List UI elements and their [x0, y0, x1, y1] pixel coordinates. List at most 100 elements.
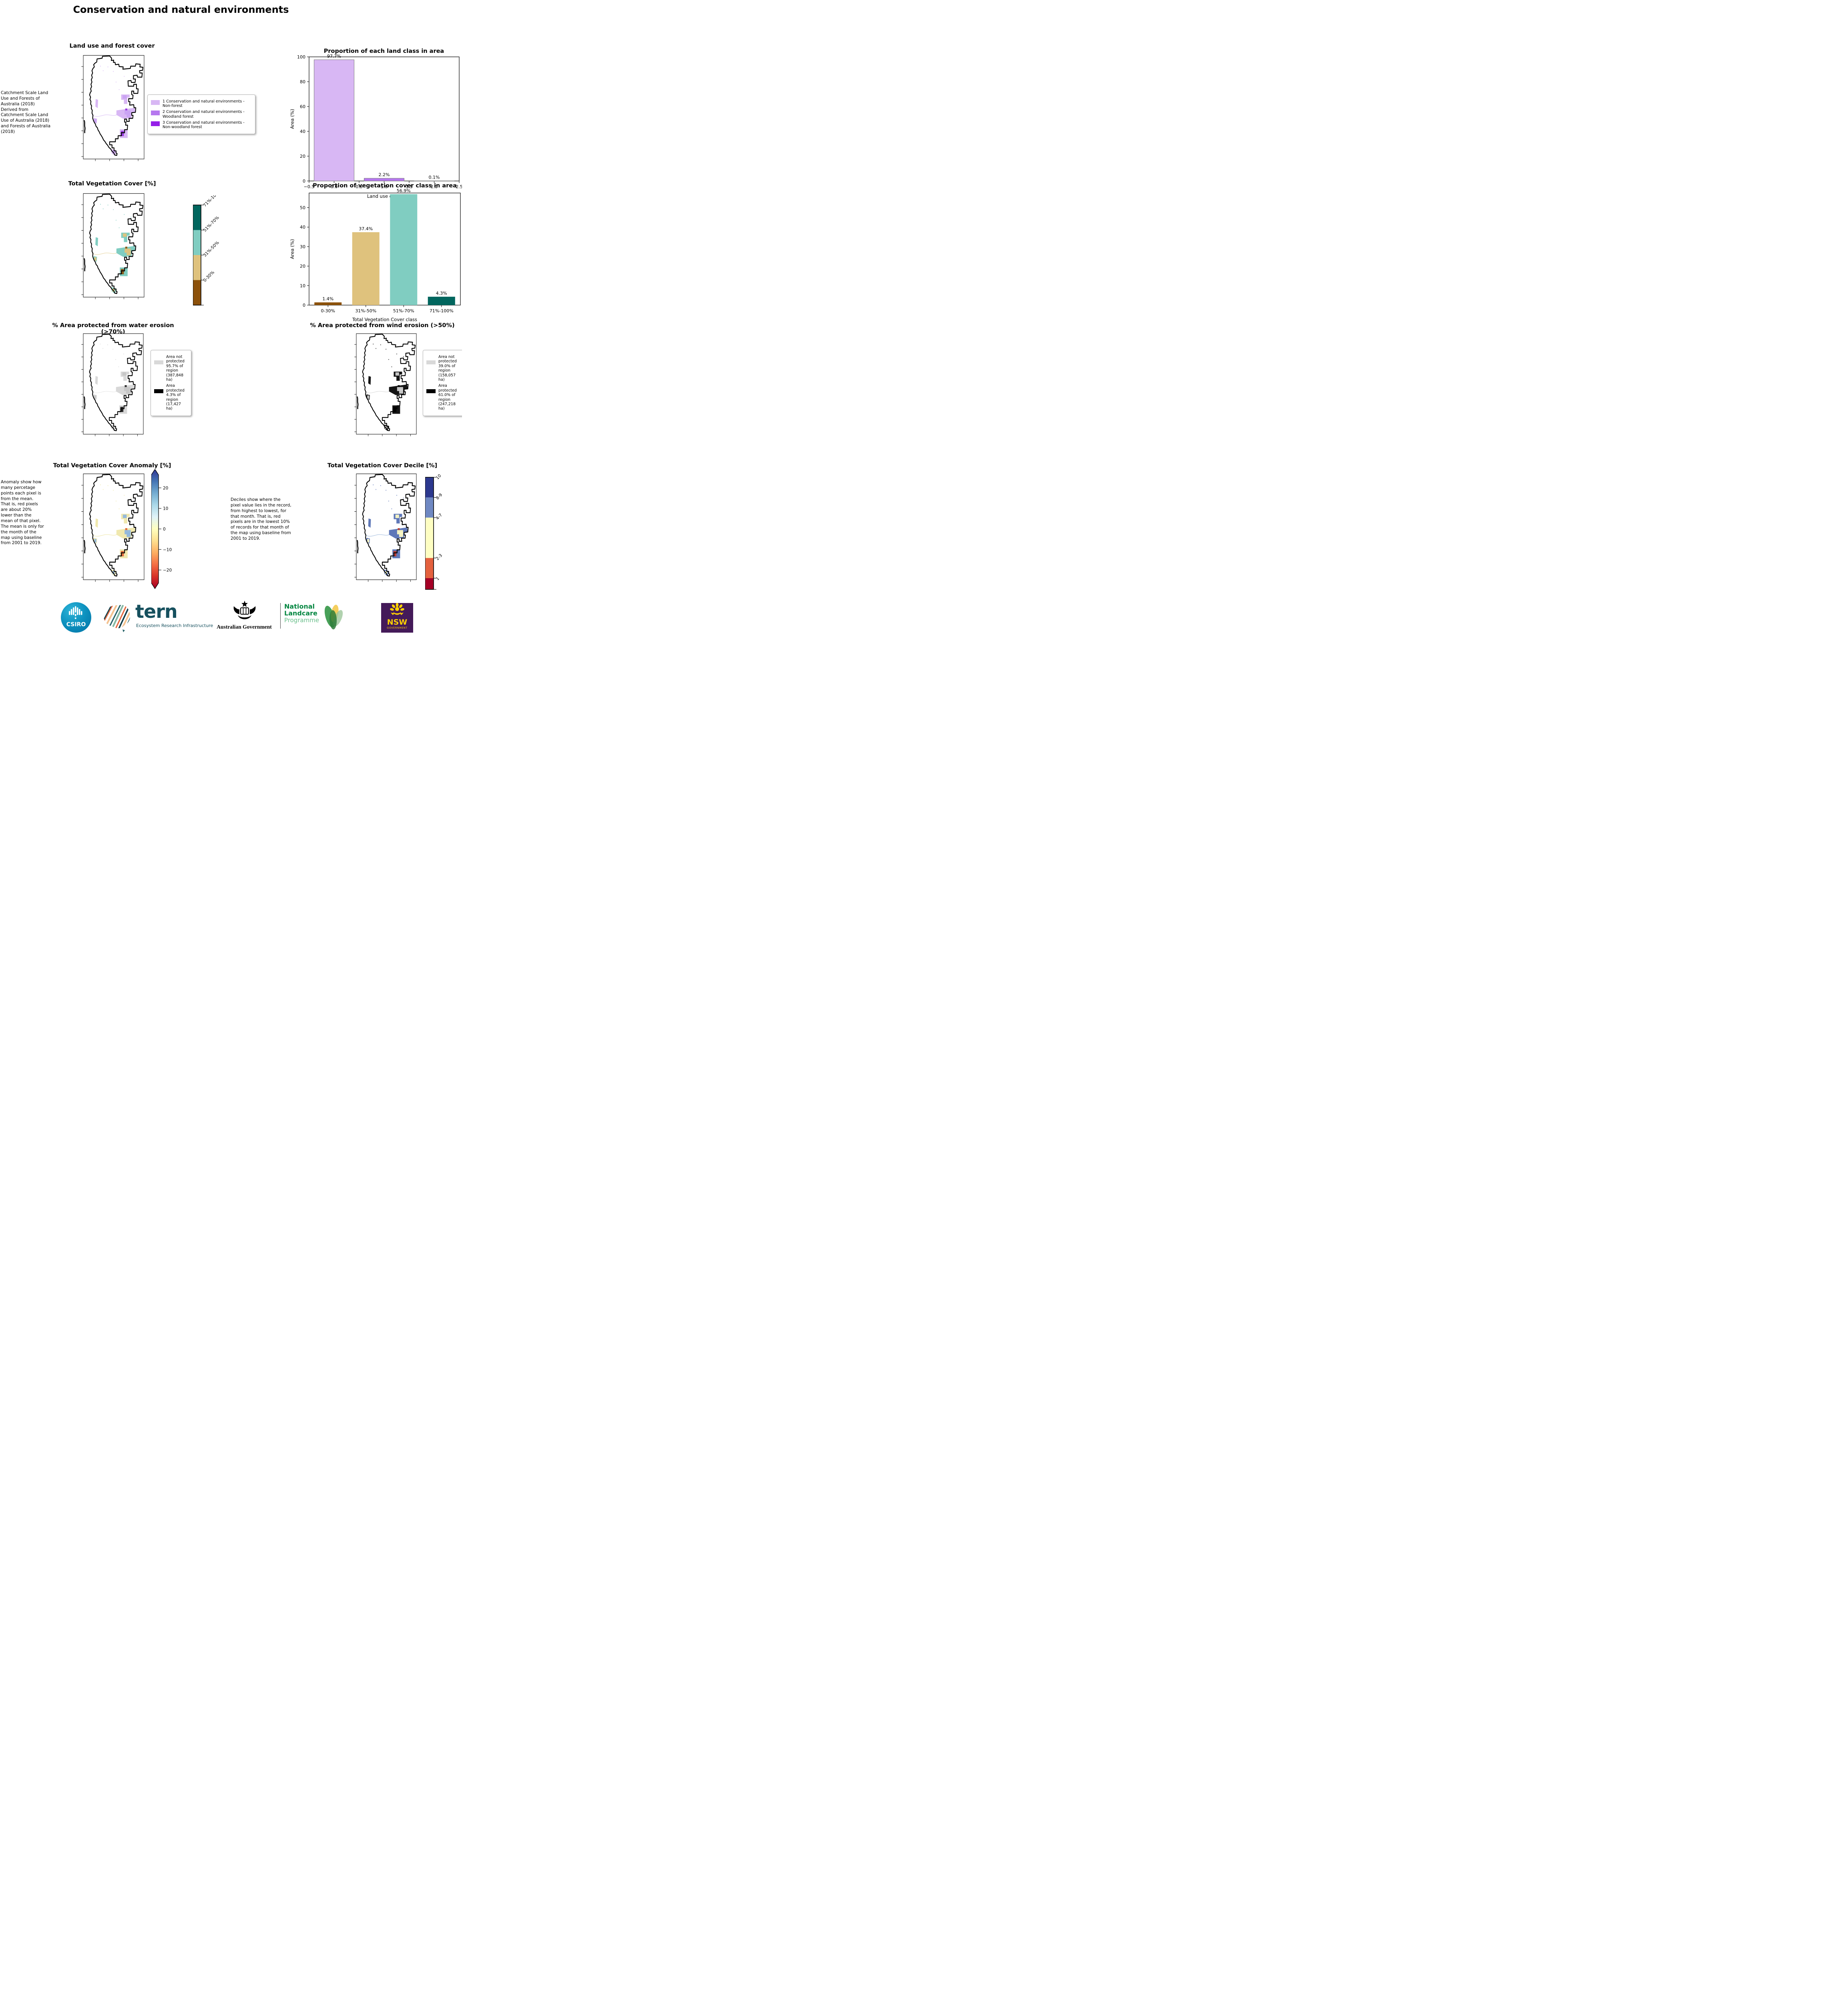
anomaly-note: Anomaly show how many percetage points e… [1, 480, 44, 546]
label: Area (%) [289, 109, 295, 129]
bar [314, 59, 354, 181]
wind-erosion-legend: Area not protected 39.0% of region (158,… [423, 350, 462, 416]
map-canvas [81, 55, 145, 161]
water-erosion-legend: Area not protected 95.7% of region (387,… [151, 350, 191, 416]
label: Proportion of each land class in area [324, 48, 444, 54]
landcare-leaves-icon [324, 605, 343, 629]
label: 37.4% [359, 226, 373, 231]
colorbar-canvas: 10 8-9 4-7 2-3 1 [425, 473, 444, 590]
anomaly-map-title: Total Vegetation Cover Anomaly [%] [53, 462, 171, 469]
nsw-government-logo: NSW GOVERNMENT [381, 603, 413, 633]
decile-colorbar: 10 8-9 4-7 2-3 1 [425, 472, 462, 595]
legend-item: 2 Conservation and natural environments … [151, 110, 252, 119]
landcare-line3: Programme [284, 616, 319, 624]
legend-label: Area protected 61.0% of region (247,218 … [438, 384, 457, 411]
legend-label: Area not protected 95.7% of region (387,… [166, 355, 185, 382]
label: 1.5 [406, 184, 413, 189]
veg-cover-colorbar: 71%-100% 51%-70% 31%-50% 0-30% [193, 188, 245, 317]
land-class-bar-chart: Proportion of each land class in area 0 20… [288, 45, 462, 206]
label: 56.9% [397, 188, 411, 193]
label: 4-7 [435, 513, 444, 521]
label: 60 [300, 104, 305, 109]
label: 1.0 [381, 184, 388, 189]
nsw-government-text: GOVERNMENT [387, 626, 408, 629]
legend-item: 1 Conservation and natural environments … [151, 99, 252, 108]
label: 10 [435, 473, 442, 480]
map-canvas [81, 333, 144, 436]
legend-swatch [154, 389, 163, 394]
legend-label: Area not protected 39.0% of region (158,… [438, 355, 457, 382]
map-canvas [81, 193, 145, 299]
bar [390, 194, 418, 305]
veg-class-bar-chart: Proportion of vegetation cover class in … [288, 181, 462, 328]
landcare-line2: Landcare [284, 609, 317, 617]
page-title: Conservation and natural environments [73, 4, 289, 15]
anomaly-colorbar: 20 10 0 −10 −20 [151, 468, 203, 596]
label: 51%-70% [393, 308, 414, 314]
land-use-map [80, 54, 147, 163]
bar [314, 302, 342, 305]
map-canvas [354, 333, 417, 436]
label: 1 [435, 576, 440, 581]
label: −10 [163, 547, 172, 552]
chart-canvas: Proportion of each land class in area 0 20… [289, 48, 462, 199]
decile-note: Deciles show where the pixel value lies … [231, 497, 291, 541]
bar [352, 232, 380, 305]
landcare-line1: National [284, 603, 315, 610]
legend-item: 3 Conservation and natural environments … [151, 121, 252, 129]
legend-swatch [154, 360, 163, 364]
label: 30 [300, 244, 305, 249]
csiro-text: CSIRO [66, 621, 86, 628]
label: 2-3 [435, 553, 444, 561]
tasmania-mark [123, 629, 125, 632]
label: Area (%) [289, 239, 295, 259]
legend-label: 1 Conservation and natural environments … [163, 99, 245, 109]
label: 40 [300, 129, 305, 134]
chart-canvas: Proportion of vegetation cover class in … [289, 183, 461, 322]
legend-swatch [151, 111, 160, 116]
legend-swatch [151, 121, 160, 126]
label: −0.5 [304, 184, 315, 189]
label: 51%-70% [203, 215, 220, 233]
anomaly-map [80, 472, 147, 584]
label: 4.3% [436, 291, 447, 296]
label: 80 [300, 79, 305, 84]
legend-item: Area protected 4.3% of region (17,427 ha… [154, 384, 188, 411]
label: Total Vegetation Cover class [352, 317, 417, 322]
map-canvas [81, 473, 145, 582]
legend-label: 3 Conservation and natural environments … [163, 120, 245, 130]
land-use-legend: 1 Conservation and natural environments … [147, 94, 255, 135]
label: 0-30% [321, 308, 335, 314]
australian-government-crest-icon [233, 601, 256, 619]
label: Proportion of vegetation cover class in … [313, 183, 457, 189]
legend-item: Area not protected 95.7% of region (387,… [154, 355, 188, 382]
report-figure: Conservation and natural environments La… [0, 0, 462, 633]
label: 10 [163, 507, 168, 511]
water-erosion-map [80, 332, 147, 438]
label: 0 [303, 303, 305, 308]
land-use-note: Catchment Scale Land Use and Forests of … [1, 90, 51, 135]
csiro-wave-icon: CSIRO [66, 606, 86, 628]
legend-swatch [151, 100, 160, 105]
label: 0 [163, 527, 166, 532]
legend-item: Area protected 61.0% of region (247,218 … [426, 384, 460, 411]
label: 1.4% [322, 296, 333, 302]
colorbar-canvas: 71%-100% 51%-70% 31%-50% 0-30% [193, 188, 222, 306]
legend-item: Area not protected 39.0% of region (158,… [426, 355, 460, 382]
label: 20 [300, 264, 305, 269]
tern-logo-text: tern [135, 601, 178, 622]
footer-divider [280, 603, 281, 629]
label: 0.0 [331, 184, 338, 189]
decile-map-title: Total Vegetation Cover Decile [%] [327, 462, 438, 469]
label: 31%-50% [203, 240, 220, 258]
nsw-waratah-icon [390, 603, 404, 615]
label: 71%-100% [430, 308, 454, 314]
label: 8-9 [435, 492, 444, 501]
label: 40 [300, 225, 305, 230]
csiro-logo: CSIRO [61, 602, 91, 633]
colorbar-canvas: 20 10 0 −10 −20 [151, 468, 172, 589]
decile-map [353, 472, 420, 584]
map-canvas [354, 473, 417, 582]
nsw-text: NSW [387, 618, 408, 627]
label: 2.0 [431, 184, 438, 189]
